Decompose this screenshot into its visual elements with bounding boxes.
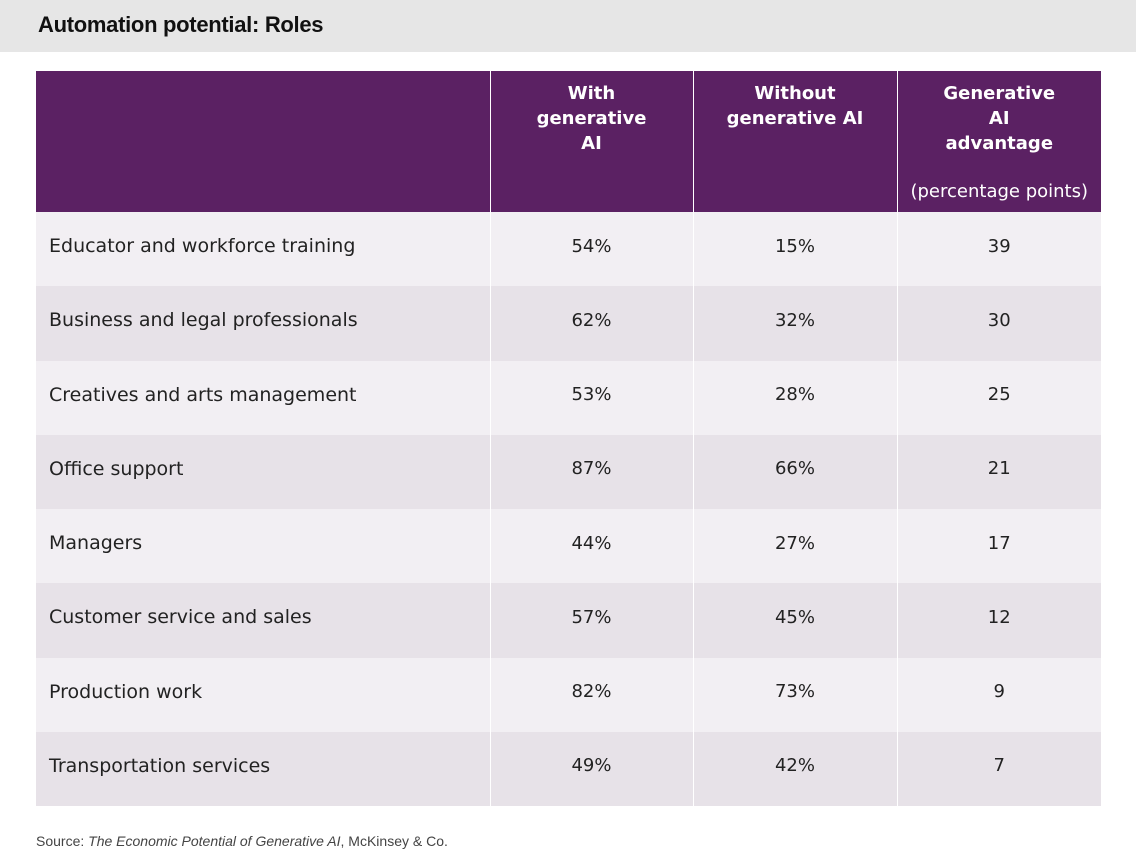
cell-value: 73% <box>774 681 815 703</box>
table-body: Educator and workforce training 54% 15% 39 B… <box>36 212 1101 806</box>
without-ai-cell: 42% <box>692 731 897 806</box>
advantage-cell: 7 <box>896 731 1101 806</box>
table-row: Managers 44% 27% 17 <box>36 509 1101 584</box>
automation-table: With generative AI Without generative AI… <box>36 71 1101 806</box>
cell-value: 7 <box>993 755 1005 777</box>
advantage-cell: 39 <box>896 212 1101 287</box>
without-ai-cell: 45% <box>692 583 897 658</box>
with-ai-cell: 44% <box>489 509 693 584</box>
without-ai-cell: 15% <box>692 212 897 287</box>
column-header-role <box>36 71 490 212</box>
page-title: Automation potential: Roles <box>38 12 324 37</box>
table-row: Customer service and sales 57% 45% 12 <box>36 583 1101 658</box>
role-label: Managers <box>49 532 143 555</box>
cell-value: 44% <box>571 532 612 554</box>
cell-value: 30 <box>987 309 1011 331</box>
role-label: Transportation services <box>49 754 271 777</box>
cell-value: 87% <box>571 458 612 480</box>
advantage-cell: 30 <box>896 286 1101 361</box>
column-header-with-ai: With generative AI <box>489 71 693 212</box>
advantage-cell: 9 <box>896 657 1101 732</box>
advantage-cell: 17 <box>896 509 1101 584</box>
cell-value: 27% <box>774 532 815 554</box>
cell-value: 32% <box>774 309 815 331</box>
column-header-advantage: Generative AI advantage (percentage poin… <box>896 71 1101 212</box>
table-row: Creatives and arts management 53% 28% 25 <box>36 360 1101 435</box>
cell-value: 66% <box>774 458 815 480</box>
role-label: Production work <box>49 680 203 703</box>
role-cell: Transportation services <box>36 731 490 806</box>
cell-value: 39 <box>987 235 1011 257</box>
table-row: Transportation services 49% 42% 7 <box>36 731 1101 806</box>
with-ai-cell: 62% <box>489 286 693 361</box>
role-label: Office support <box>49 457 184 480</box>
cell-value: 62% <box>571 309 612 331</box>
without-ai-cell: 73% <box>692 657 897 732</box>
role-label: Educator and workforce training <box>49 235 356 258</box>
role-cell: Office support <box>36 434 490 509</box>
role-label: Creatives and arts management <box>49 383 357 406</box>
role-cell: Customer service and sales <box>36 583 490 658</box>
advantage-cell: 25 <box>896 360 1101 435</box>
table-row: Educator and workforce training 54% 15% 39 <box>36 212 1101 287</box>
cell-value: 15% <box>774 235 815 257</box>
source-publisher: , McKinsey & Co. <box>340 833 448 849</box>
with-ai-cell: 57% <box>489 583 693 658</box>
column-header-with-ai-label: With generative AI <box>536 83 647 154</box>
table-header-row: With generative AI Without generative AI… <box>36 71 1101 212</box>
cell-value: 21 <box>987 458 1011 480</box>
without-ai-cell: 27% <box>692 509 897 584</box>
with-ai-cell: 82% <box>489 657 693 732</box>
cell-value: 25 <box>987 384 1011 406</box>
cell-value: 53% <box>571 384 612 406</box>
table-row: Business and legal professionals 62% 32% 30 <box>36 286 1101 361</box>
cell-value: 28% <box>774 384 815 406</box>
cell-value: 54% <box>571 235 612 257</box>
column-header-advantage-label: Generative AI advantage <box>943 83 1056 154</box>
advantage-cell: 12 <box>896 583 1101 658</box>
role-label: Business and legal professionals <box>49 309 358 332</box>
cell-value: 45% <box>774 606 815 628</box>
table-row: Production work 82% 73% 9 <box>36 657 1101 732</box>
role-cell: Educator and workforce training <box>36 212 490 287</box>
column-header-without-ai: Without generative AI <box>692 71 897 212</box>
cell-value: 12 <box>987 606 1011 628</box>
role-cell: Business and legal professionals <box>36 286 490 361</box>
cell-value: 9 <box>993 681 1005 703</box>
without-ai-cell: 32% <box>692 286 897 361</box>
source-note: Source: The Economic Potential of Genera… <box>36 833 448 849</box>
without-ai-cell: 28% <box>692 360 897 435</box>
role-cell: Production work <box>36 657 490 732</box>
with-ai-cell: 49% <box>489 731 693 806</box>
with-ai-cell: 87% <box>489 434 693 509</box>
advantage-cell: 21 <box>896 434 1101 509</box>
column-header-advantage-unit: (percentage points) <box>910 181 1089 202</box>
column-header-without-ai-label: Without generative AI <box>726 83 864 129</box>
without-ai-cell: 66% <box>692 434 897 509</box>
table-row: Office support 87% 66% 21 <box>36 434 1101 509</box>
cell-value: 57% <box>571 606 612 628</box>
source-title: The Economic Potential of Generative AI <box>88 833 341 849</box>
role-cell: Managers <box>36 509 490 584</box>
with-ai-cell: 54% <box>489 212 693 287</box>
source-label: Source: <box>36 833 85 849</box>
cell-value: 42% <box>774 755 815 777</box>
role-label: Customer service and sales <box>49 606 312 629</box>
cell-value: 82% <box>571 681 612 703</box>
with-ai-cell: 53% <box>489 360 693 435</box>
cell-value: 17 <box>987 532 1011 554</box>
cell-value: 49% <box>571 755 612 777</box>
role-cell: Creatives and arts management <box>36 360 490 435</box>
title-bar: Automation potential: Roles <box>0 0 1136 52</box>
